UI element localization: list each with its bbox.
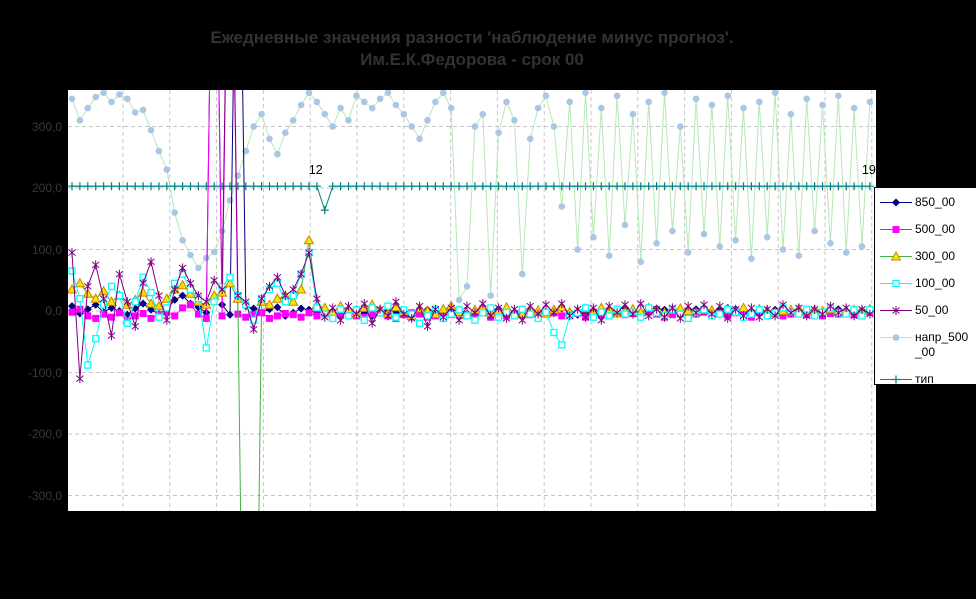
- legend-label: 500_00: [915, 222, 956, 236]
- gridlines: [68, 90, 876, 511]
- series-50_00: [68, 90, 874, 384]
- y-axis-tick-label: 100,0: [31, 242, 62, 257]
- legend-label: напр_500 _00: [915, 330, 969, 359]
- legend-key-square-icon: [880, 226, 912, 233]
- legend-item-50_00: 50_00: [880, 303, 976, 318]
- y-axis-tick-label: -300,0: [27, 488, 62, 503]
- legend-key-circle-icon: [880, 334, 912, 341]
- series-тип зонда_00: [68, 182, 874, 215]
- y-axis-tick-label: -200,0: [27, 427, 62, 441]
- chart-title: Ежедневные значения разности 'наблюдение…: [68, 27, 876, 71]
- y-axis-tick-label: -100,0: [27, 365, 62, 380]
- legend-key-star-icon: [880, 306, 912, 315]
- y-axis-tick-label: 0,0: [45, 304, 62, 318]
- legend-item-850_00: 850_00: [880, 195, 976, 210]
- legend-key-diamond-icon: [880, 198, 912, 207]
- legend-key-square-open-icon: [880, 279, 912, 288]
- data-label: 19: [862, 163, 876, 177]
- data-label: 12: [309, 163, 323, 177]
- legend-item-300_00: 300_00: [880, 249, 976, 264]
- legend-label: 300_00: [915, 249, 956, 263]
- y-axis-tick-label: 200,0: [31, 181, 62, 195]
- legend: 850_00 500_00 300_00 100_00 50_00 напр_500 _0…: [874, 187, 976, 401]
- legend-label: 50_00: [915, 303, 949, 317]
- legend-item-тип зонда_00: тип зонда_00: [880, 372, 976, 402]
- legend-item-500_00: 500_00: [880, 222, 976, 237]
- legend-label: 850_00: [915, 195, 956, 209]
- chart-title-line2: Им.Е.К.Федорова - срок 00: [360, 50, 584, 69]
- series-напр_500_00: [68, 90, 874, 304]
- legend-label: 100_00: [915, 276, 956, 290]
- legend-item-напр_500_00: напр_500 _00: [880, 330, 976, 360]
- legend-label: тип зонда_00: [915, 372, 968, 401]
- chart-title-line1: Ежедневные значения разности 'наблюдение…: [210, 28, 734, 47]
- legend-key-triangle-icon: [880, 250, 912, 261]
- legend-key-plus-icon: [880, 375, 912, 384]
- legend-item-100_00: 100_00: [880, 276, 976, 291]
- series-300_00: [68, 234, 876, 511]
- y-axis-tick-label: 300,0: [31, 119, 62, 134]
- plot-area: 12 19: [68, 90, 876, 511]
